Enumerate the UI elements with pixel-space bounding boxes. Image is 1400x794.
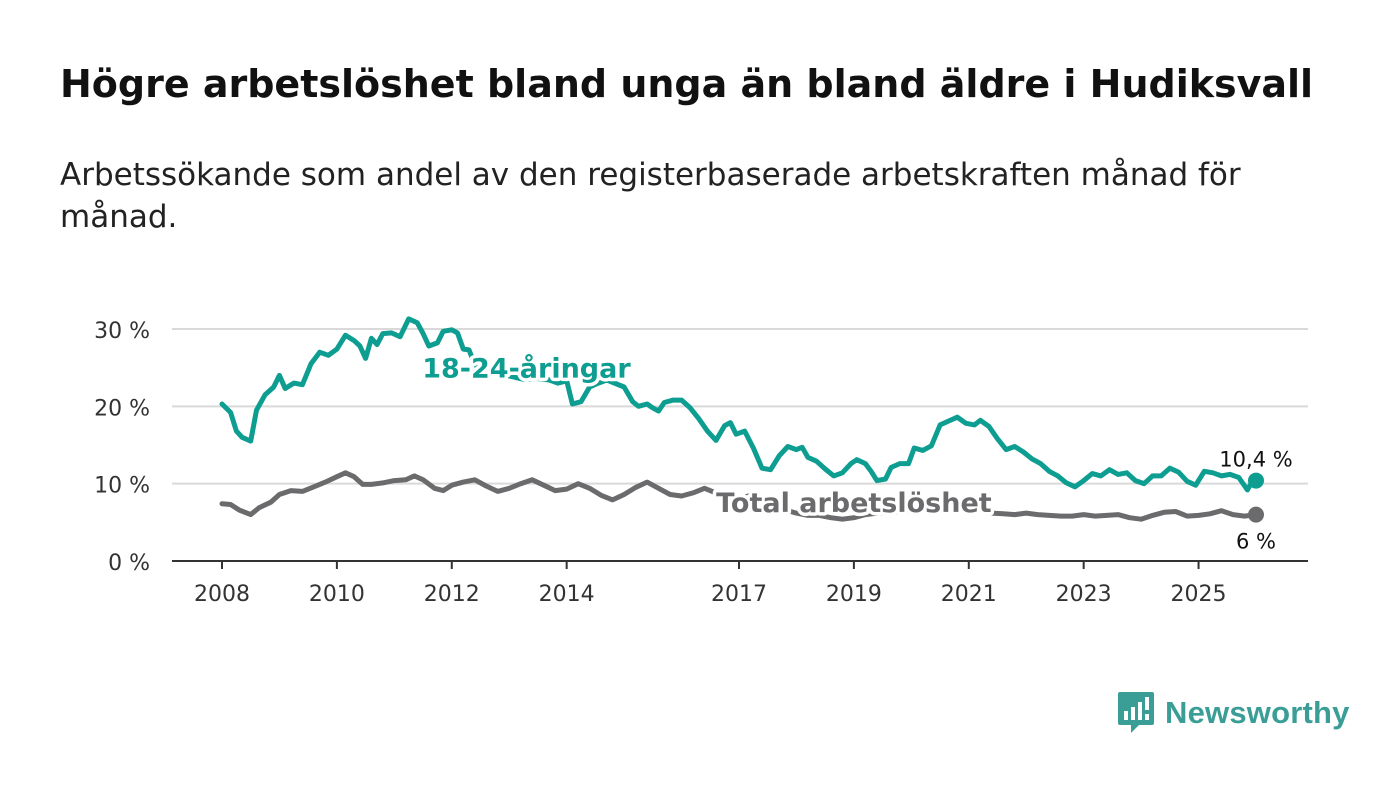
x-tick-label: 2017 (711, 582, 767, 607)
bar-chart-speech-bubble-icon (1118, 692, 1154, 733)
end-value-label-total: 6 % (1236, 530, 1276, 554)
x-tick-label: 2008 (194, 582, 250, 607)
end-value-label-youth: 10,4 % (1219, 448, 1292, 472)
series-lines (219, 316, 1264, 523)
x-tick-label: 2010 (309, 582, 365, 607)
x-tick-label: 2023 (1056, 582, 1112, 607)
series-label: Total arbetslöshet (716, 488, 992, 519)
y-tick-label: 20 % (94, 396, 150, 421)
axes: 0 % 10 % 20 % 30 % 2008 2010 2012 2014 2017 2019 2… (94, 319, 1308, 607)
chart-subtitle: Arbetssökande som andel av den registerb… (60, 157, 1241, 236)
x-tick-label: 2021 (941, 582, 997, 607)
x-tick-label: 2025 (1171, 582, 1227, 607)
series-line-total-arbetslöshet (219, 470, 1259, 522)
gridlines (172, 328, 1308, 485)
x-tick-label: 2019 (826, 582, 882, 607)
series-line-18-24-åringar (219, 316, 1259, 493)
x-tick-label: 2014 (539, 582, 595, 607)
chart-title: Högre arbetslöshet bland unga än bland ä… (60, 62, 1314, 106)
y-tick-label: 0 % (108, 551, 150, 576)
brand-name: Newsworthy (1165, 695, 1350, 730)
x-tick-label: 2012 (424, 582, 480, 607)
annotation-labels: 18-24-åringar Total arbetslöshet 10,4 % 6 % (419, 349, 1295, 556)
series-endpoint-18-24-åringar (1248, 472, 1264, 489)
series-endpoint-total-arbetslöshet (1248, 506, 1264, 523)
newsworthy-logo[interactable]: Newsworthy (1117, 690, 1350, 736)
series-label: 18-24-åringar (422, 352, 631, 384)
y-tick-label: 30 % (94, 319, 150, 344)
y-tick-label: 10 % (94, 474, 150, 499)
